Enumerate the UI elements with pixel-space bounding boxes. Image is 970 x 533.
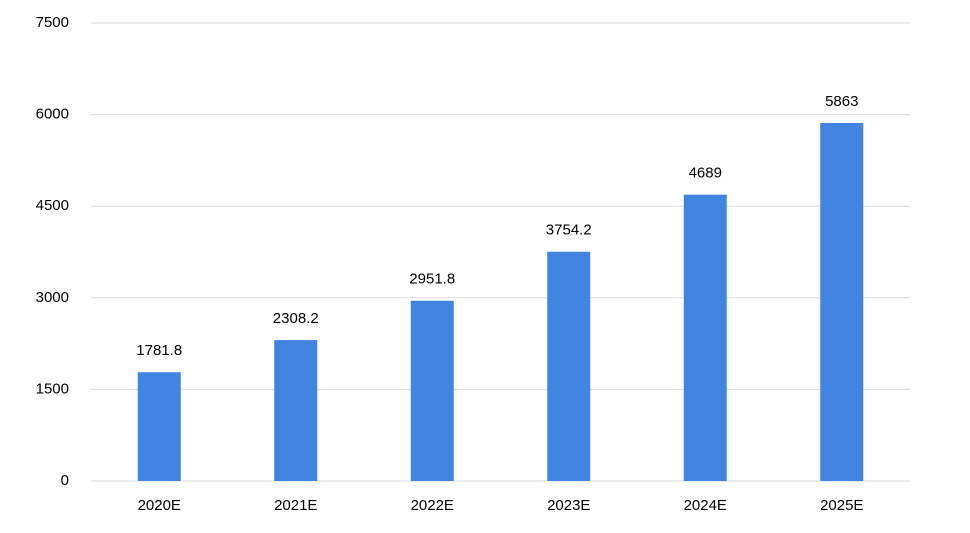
data-label: 2951.8 [409, 271, 455, 288]
data-label: 2308.2 [273, 310, 319, 327]
y-tick-label: 0 [61, 472, 69, 489]
data-label: 3754.2 [546, 222, 592, 239]
x-tick-label: 2023E [547, 497, 590, 514]
y-tick-label: 3000 [36, 289, 69, 306]
bar [683, 194, 727, 482]
data-label: 5863 [825, 93, 858, 110]
bar [820, 122, 864, 482]
x-tick-label: 2020E [138, 497, 181, 514]
bar [137, 372, 181, 481]
data-label: 1781.8 [136, 342, 182, 359]
x-tick-label: 2021E [274, 497, 317, 514]
x-tick-label: 2024E [684, 497, 727, 514]
data-label: 4689 [689, 165, 722, 182]
y-tick-label: 1500 [36, 380, 69, 397]
y-tick-label: 6000 [36, 106, 69, 123]
bar [547, 251, 591, 481]
x-tick-label: 2022E [411, 497, 454, 514]
y-tick-label: 7500 [36, 14, 69, 31]
y-tick-label: 4500 [36, 197, 69, 214]
bar [410, 300, 454, 481]
x-tick-label: 2025E [820, 497, 863, 514]
bar [274, 340, 318, 481]
